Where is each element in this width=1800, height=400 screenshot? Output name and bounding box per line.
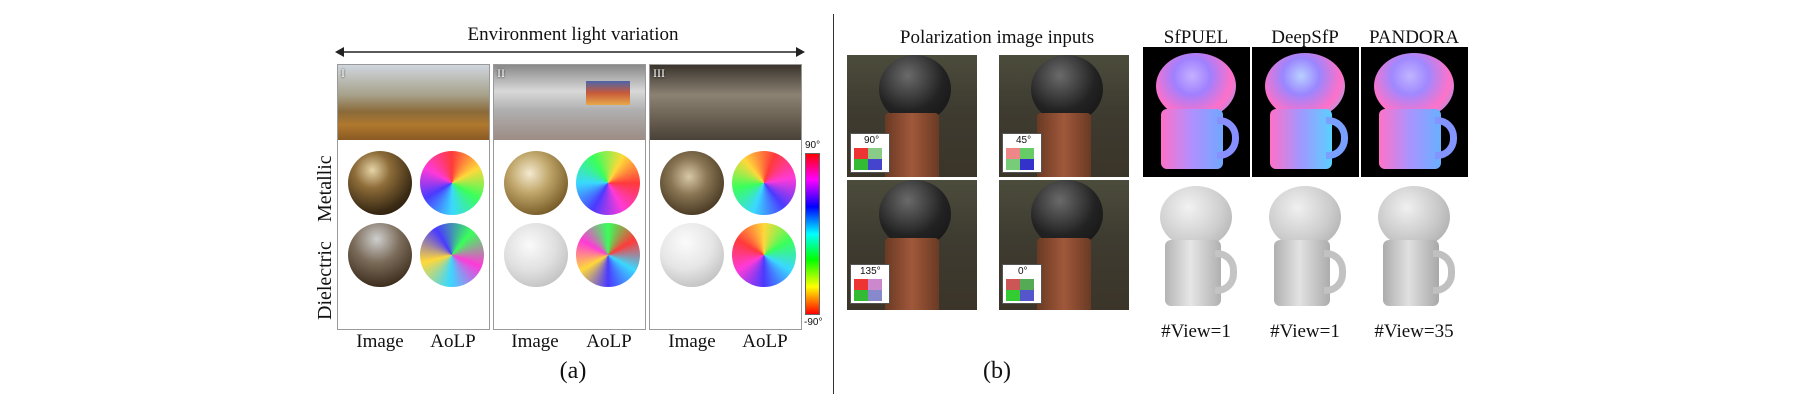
aolp-map-dielectric-3 — [732, 223, 796, 287]
polarizer-angle-label: 45° — [1016, 135, 1032, 146]
polarizer-inset-135: 135° — [850, 264, 890, 304]
normal-map-sfpuel — [1143, 47, 1250, 177]
caption-a: (a) — [559, 358, 587, 384]
row-label-dielectric: Dielectric — [314, 241, 336, 320]
polarization-image-45: 45° — [999, 55, 1129, 177]
method-label-sfpuel: SfPUEL — [1163, 27, 1229, 48]
polarizer-inset-90: 90° — [850, 133, 890, 173]
polarization-image-135: 135° — [847, 180, 977, 310]
environment-map-3 — [650, 65, 801, 140]
environment-panel-2: II — [493, 64, 646, 330]
environment-map-1 — [338, 65, 489, 140]
colorbar-top-label: 90° — [805, 140, 821, 151]
colorbar-bottom-label: -90° — [804, 317, 823, 328]
aolp-map-metallic-2 — [576, 151, 640, 215]
polarizer-angle-label: 90° — [864, 135, 880, 146]
column-label-aolp-3: AoLP — [742, 331, 788, 352]
polarization-image-0: 0° — [999, 180, 1129, 310]
aolp-colorbar — [805, 153, 820, 315]
mesh-pandora — [1361, 182, 1468, 312]
polarizer-angle-label: 135° — [860, 266, 881, 277]
roman-label-3: III — [653, 66, 665, 80]
column-label-image-3: Image — [668, 331, 716, 352]
environment-panel-3: III — [649, 64, 802, 330]
view-count-deepsfp: #View=1 — [1270, 321, 1340, 342]
roman-label-1: I — [341, 66, 345, 80]
environment-panel-1: I — [337, 64, 490, 330]
dielectric-sphere-3 — [660, 223, 724, 287]
metallic-sphere-3 — [660, 151, 724, 215]
polarization-image-90: 90° — [847, 55, 977, 177]
row-label-metallic: Metallic — [314, 155, 336, 222]
double-arrow-icon — [335, 47, 805, 57]
column-label-aolp-2: AoLP — [586, 331, 632, 352]
polarizer-angle-label: 0° — [1018, 266, 1028, 277]
mesh-deepsfp — [1252, 182, 1359, 312]
panel-divider — [833, 14, 834, 394]
caption-b: (b) — [983, 358, 1011, 384]
aolp-map-dielectric-1 — [420, 223, 484, 287]
column-label-aolp-1: AoLP — [430, 331, 476, 352]
aolp-map-metallic-1 — [420, 151, 484, 215]
polarization-inputs-title: Polarization image inputs — [899, 27, 1095, 48]
aolp-map-metallic-3 — [732, 151, 796, 215]
view-count-pandora: #View=35 — [1374, 321, 1454, 342]
column-label-image-2: Image — [511, 331, 559, 352]
dielectric-sphere-2 — [504, 223, 568, 287]
aolp-map-dielectric-2 — [576, 223, 640, 287]
view-count-sfpuel: #View=1 — [1161, 321, 1231, 342]
column-label-image-1: Image — [356, 331, 404, 352]
environment-light-header: Environment light variation — [467, 24, 679, 45]
roman-label-2: II — [497, 66, 505, 80]
metallic-sphere-2 — [504, 151, 568, 215]
method-label-pandora: PANDORA — [1368, 27, 1460, 48]
mesh-sfpuel — [1143, 182, 1250, 312]
dielectric-sphere-1 — [348, 223, 412, 287]
polarizer-inset-45: 45° — [1002, 133, 1042, 173]
environment-map-2-window — [586, 81, 630, 105]
method-label-deepsfp: DeepSfP — [1271, 27, 1339, 48]
metallic-sphere-1 — [348, 151, 412, 215]
polarizer-inset-0: 0° — [1002, 264, 1042, 304]
normal-map-pandora — [1361, 47, 1468, 177]
normal-map-deepsfp — [1252, 47, 1359, 177]
